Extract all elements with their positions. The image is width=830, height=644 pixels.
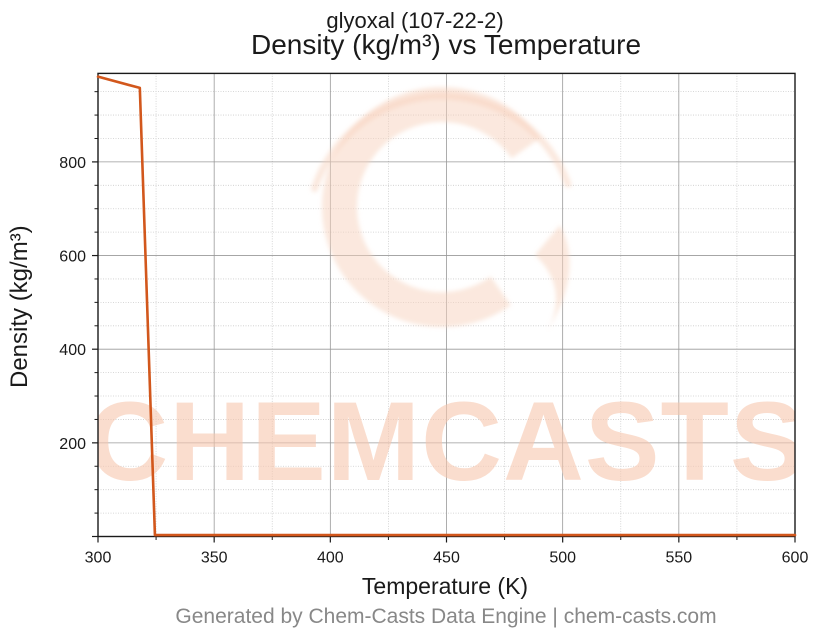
svg-text:300: 300 bbox=[85, 550, 112, 567]
svg-text:400: 400 bbox=[317, 550, 344, 567]
svg-text:CHEMCASTS: CHEMCASTS bbox=[87, 379, 805, 504]
svg-text:550: 550 bbox=[665, 550, 692, 567]
svg-text:450: 450 bbox=[433, 550, 460, 567]
svg-text:600: 600 bbox=[59, 249, 86, 266]
svg-text:600: 600 bbox=[782, 550, 809, 567]
svg-text:800: 800 bbox=[59, 155, 86, 172]
svg-text:500: 500 bbox=[549, 550, 576, 567]
svg-text:350: 350 bbox=[201, 550, 228, 567]
svg-text:200: 200 bbox=[59, 436, 86, 453]
svg-text:400: 400 bbox=[59, 342, 86, 359]
